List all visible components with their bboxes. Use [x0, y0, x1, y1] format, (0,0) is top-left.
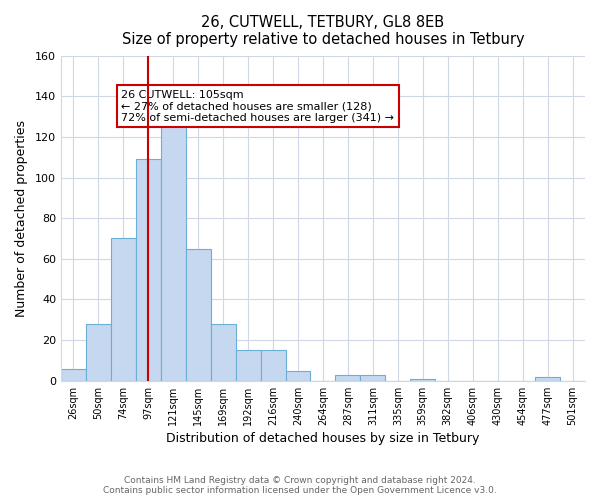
- Text: 26 CUTWELL: 105sqm
← 27% of detached houses are smaller (128)
72% of semi-detach: 26 CUTWELL: 105sqm ← 27% of detached hou…: [121, 90, 394, 123]
- Bar: [161, 116, 186, 381]
- Bar: [186, 248, 211, 381]
- Bar: [335, 374, 361, 381]
- Bar: [236, 350, 260, 381]
- Bar: [361, 374, 385, 381]
- Bar: [111, 238, 136, 381]
- Bar: [211, 324, 236, 381]
- X-axis label: Distribution of detached houses by size in Tetbury: Distribution of detached houses by size …: [166, 432, 479, 445]
- Bar: [260, 350, 286, 381]
- Bar: [86, 324, 111, 381]
- Bar: [286, 370, 310, 381]
- Bar: [61, 368, 86, 381]
- Bar: [535, 377, 560, 381]
- Title: 26, CUTWELL, TETBURY, GL8 8EB
Size of property relative to detached houses in Te: 26, CUTWELL, TETBURY, GL8 8EB Size of pr…: [122, 15, 524, 48]
- Bar: [410, 379, 435, 381]
- Y-axis label: Number of detached properties: Number of detached properties: [15, 120, 28, 316]
- Text: Contains HM Land Registry data © Crown copyright and database right 2024.
Contai: Contains HM Land Registry data © Crown c…: [103, 476, 497, 495]
- Bar: [136, 159, 161, 381]
